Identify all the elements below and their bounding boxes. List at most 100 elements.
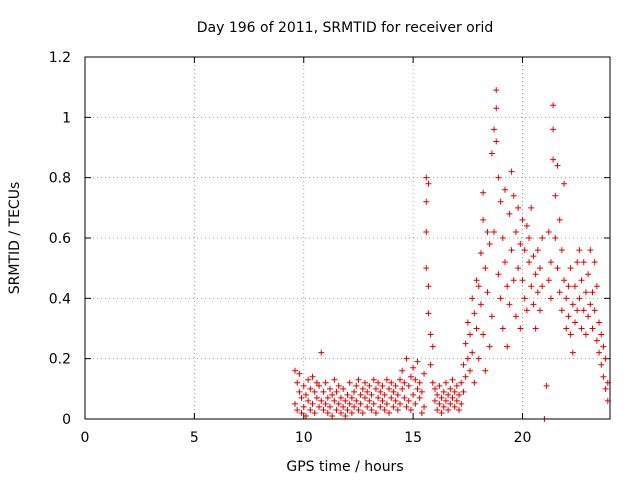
data-point [344, 391, 351, 398]
data-point [482, 265, 489, 272]
data-point [471, 310, 478, 317]
data-point [530, 301, 537, 308]
data-point [482, 367, 489, 374]
data-point [416, 379, 423, 386]
data-point [423, 198, 430, 205]
data-point [333, 388, 340, 395]
y-tick-label: 1.2 [49, 50, 71, 66]
data-point [543, 382, 550, 389]
data-point [449, 376, 456, 383]
data-point [453, 397, 460, 404]
data-point [493, 105, 500, 112]
data-point [353, 397, 360, 404]
data-point [504, 343, 511, 350]
data-point [600, 343, 607, 350]
data-point [460, 388, 467, 395]
data-point [477, 250, 484, 257]
x-tick-label: 10 [295, 430, 313, 446]
data-point [418, 388, 425, 395]
x-tick-labels: 0 5 10 15 20 [81, 430, 532, 446]
data-point [353, 382, 360, 389]
data-point [364, 388, 371, 395]
y-tick-label: 0.2 [49, 352, 71, 368]
data-point [370, 376, 377, 383]
data-point [366, 382, 373, 389]
data-point [340, 403, 347, 410]
data-point [438, 394, 445, 401]
data-point [484, 289, 491, 296]
data-point [480, 189, 487, 196]
y-tick-label: 0.4 [49, 291, 71, 307]
data-point [300, 403, 307, 410]
data-point [318, 397, 325, 404]
data-point [320, 388, 327, 395]
data-point [307, 385, 314, 392]
data-point [493, 138, 500, 145]
gridlines [85, 57, 610, 419]
data-point [552, 192, 559, 199]
data-point [423, 265, 430, 272]
data-point [410, 364, 417, 371]
data-point [580, 259, 587, 266]
data-point [558, 307, 565, 314]
data-point [458, 379, 465, 386]
data-point [335, 382, 342, 389]
data-point [442, 397, 449, 404]
y-tick-label: 0.6 [49, 231, 71, 247]
data-point [407, 373, 414, 380]
y-tick-label: 0.8 [49, 171, 71, 187]
data-point [451, 388, 458, 395]
data-point [565, 313, 572, 320]
data-point [497, 198, 504, 205]
data-point [552, 235, 559, 241]
data-point [574, 307, 581, 314]
data-point [526, 259, 533, 266]
data-point [517, 241, 524, 248]
data-point [596, 349, 603, 356]
data-point [578, 277, 585, 284]
data-point [491, 228, 498, 235]
y-tick-label: 0 [62, 412, 71, 428]
data-point [392, 397, 399, 404]
data-point [493, 87, 500, 94]
data-point [425, 310, 432, 317]
data-point [451, 403, 458, 410]
data-point [309, 400, 316, 407]
data-point [357, 400, 364, 407]
data-point [497, 295, 504, 302]
data-point [412, 400, 419, 407]
data-point [440, 388, 447, 395]
data-point [436, 400, 443, 407]
data-point [458, 400, 465, 407]
data-point [327, 403, 333, 410]
data-point [558, 247, 565, 254]
y-tick-label: 1 [62, 110, 71, 126]
data-point [377, 403, 384, 410]
data-point [311, 409, 318, 416]
data-point [333, 406, 340, 413]
data-point [532, 271, 539, 278]
data-point [567, 265, 574, 272]
data-point [547, 259, 554, 266]
data-point [576, 295, 583, 302]
data-point [506, 301, 513, 308]
data-point [359, 385, 366, 392]
data-point [488, 313, 495, 320]
data-point [554, 162, 561, 169]
data-point [381, 391, 388, 398]
data-point [523, 222, 530, 229]
data-point [296, 388, 303, 395]
data-point [569, 349, 576, 356]
data-point [383, 376, 390, 383]
data-point [526, 235, 533, 241]
data-point [394, 391, 401, 398]
data-point [346, 379, 353, 386]
data-point [322, 400, 329, 407]
data-point [302, 412, 309, 419]
data-point [388, 394, 395, 401]
data-point [591, 259, 598, 266]
data-point [342, 397, 349, 404]
data-point [399, 367, 406, 374]
data-point [499, 235, 506, 241]
